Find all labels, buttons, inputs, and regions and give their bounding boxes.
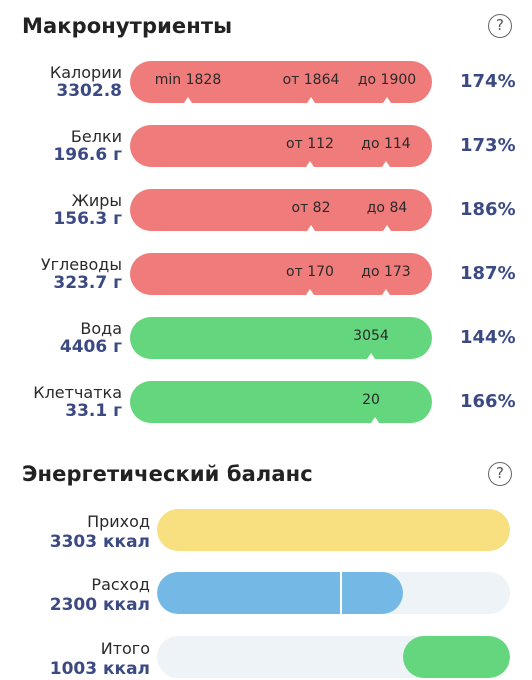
energy-row-intake: Приход 3303 ккал [0, 509, 532, 555]
bar-mark-target: 20 [362, 392, 380, 408]
macro-row-carbs: Углеводы 323.7 г от 170 до 173 187% [0, 253, 532, 297]
macro-percent: 186% [460, 199, 516, 220]
bar-mark-min: min 1828 [154, 72, 222, 88]
bar-mark-to: до 114 [361, 136, 411, 152]
energy-value: 3303 ккал [49, 532, 150, 552]
bar-mark-target: 3054 [353, 328, 389, 344]
macro-row-fat: Жиры 156.3 г от 82 до 84 186% [0, 189, 532, 233]
energy-name: Приход [87, 512, 150, 531]
bar-notch [371, 417, 379, 423]
bar-mark-from: от 1864 [282, 72, 340, 88]
energy-value: 1003 ккал [49, 659, 150, 679]
energy-bar-divider [340, 572, 342, 614]
energy-value: 2300 ккал [49, 595, 150, 615]
energy-bar-total[interactable] [157, 636, 510, 678]
macro-name: Вода [80, 319, 122, 338]
macro-percent: 144% [460, 327, 516, 348]
bar-mark-from: от 170 [286, 264, 334, 280]
energy-row-total: Итого 1003 ккал [0, 636, 532, 680]
macro-bar-protein[interactable]: от 112 до 114 [130, 125, 432, 167]
macro-value: 33.1 г [65, 401, 122, 421]
bar-notch [306, 161, 314, 167]
energy-row-expense: Расход 2300 ккал [0, 572, 532, 618]
bar-mark-to: до 84 [366, 200, 408, 216]
macros-title: Макронутриенты [22, 14, 233, 38]
energy-fill-intake [157, 509, 510, 551]
macro-value: 323.7 г [53, 273, 122, 293]
macro-percent: 166% [460, 391, 516, 412]
macro-name: Калории [49, 63, 122, 82]
macro-bar-fat[interactable]: от 82 до 84 [130, 189, 432, 231]
macro-row-calories: Калории 3302.8 min 1828 от 1864 до 1900 … [0, 61, 532, 105]
macro-value: 196.6 г [53, 145, 122, 165]
bar-notch [307, 225, 315, 231]
macro-row-water: Вода 4406 г 3054 144% [0, 317, 532, 361]
bar-mark-from: от 112 [286, 136, 334, 152]
energy-bar-expense[interactable] [157, 572, 510, 614]
bar-notch [383, 97, 391, 103]
macro-value: 4406 г [59, 337, 122, 357]
macro-name: Клетчатка [33, 383, 122, 402]
bar-notch [382, 289, 390, 295]
macro-bar-carbs[interactable]: от 170 до 173 [130, 253, 432, 295]
energy-name: Итого [100, 639, 150, 658]
bar-notch [306, 289, 314, 295]
macro-percent: 174% [460, 71, 516, 92]
bar-notch [383, 225, 391, 231]
macro-bar-fiber[interactable]: 20 [130, 381, 432, 423]
energy-title: Энергетический баланс [22, 462, 313, 486]
macro-name: Белки [70, 127, 122, 146]
macro-row-protein: Белки 196.6 г от 112 до 114 173% [0, 125, 532, 169]
bar-notch [184, 97, 192, 103]
bar-mark-to: до 173 [361, 264, 411, 280]
energy-fill-expense [157, 572, 403, 614]
macro-percent: 187% [460, 263, 516, 284]
macro-name: Жиры [71, 191, 122, 210]
bar-notch [367, 353, 375, 359]
macro-percent: 173% [460, 135, 516, 156]
macro-value: 3302.8 [56, 81, 122, 101]
bar-notch [307, 97, 315, 103]
macro-bar-water[interactable]: 3054 [130, 317, 432, 359]
macros-help-icon[interactable]: ? [488, 14, 512, 38]
energy-help-icon[interactable]: ? [488, 462, 512, 486]
energy-name: Расход [91, 575, 150, 594]
macro-value: 156.3 г [53, 209, 122, 229]
bar-mark-to: до 1900 [357, 72, 417, 88]
bar-mark-from: от 82 [291, 200, 331, 216]
bar-notch [382, 161, 390, 167]
energy-fill-total [403, 636, 510, 678]
macro-name: Углеводы [40, 255, 122, 274]
macro-row-fiber: Клетчатка 33.1 г 20 166% [0, 381, 532, 425]
energy-bar-intake[interactable] [157, 509, 510, 551]
macro-bar-calories[interactable]: min 1828 от 1864 до 1900 [130, 61, 432, 103]
